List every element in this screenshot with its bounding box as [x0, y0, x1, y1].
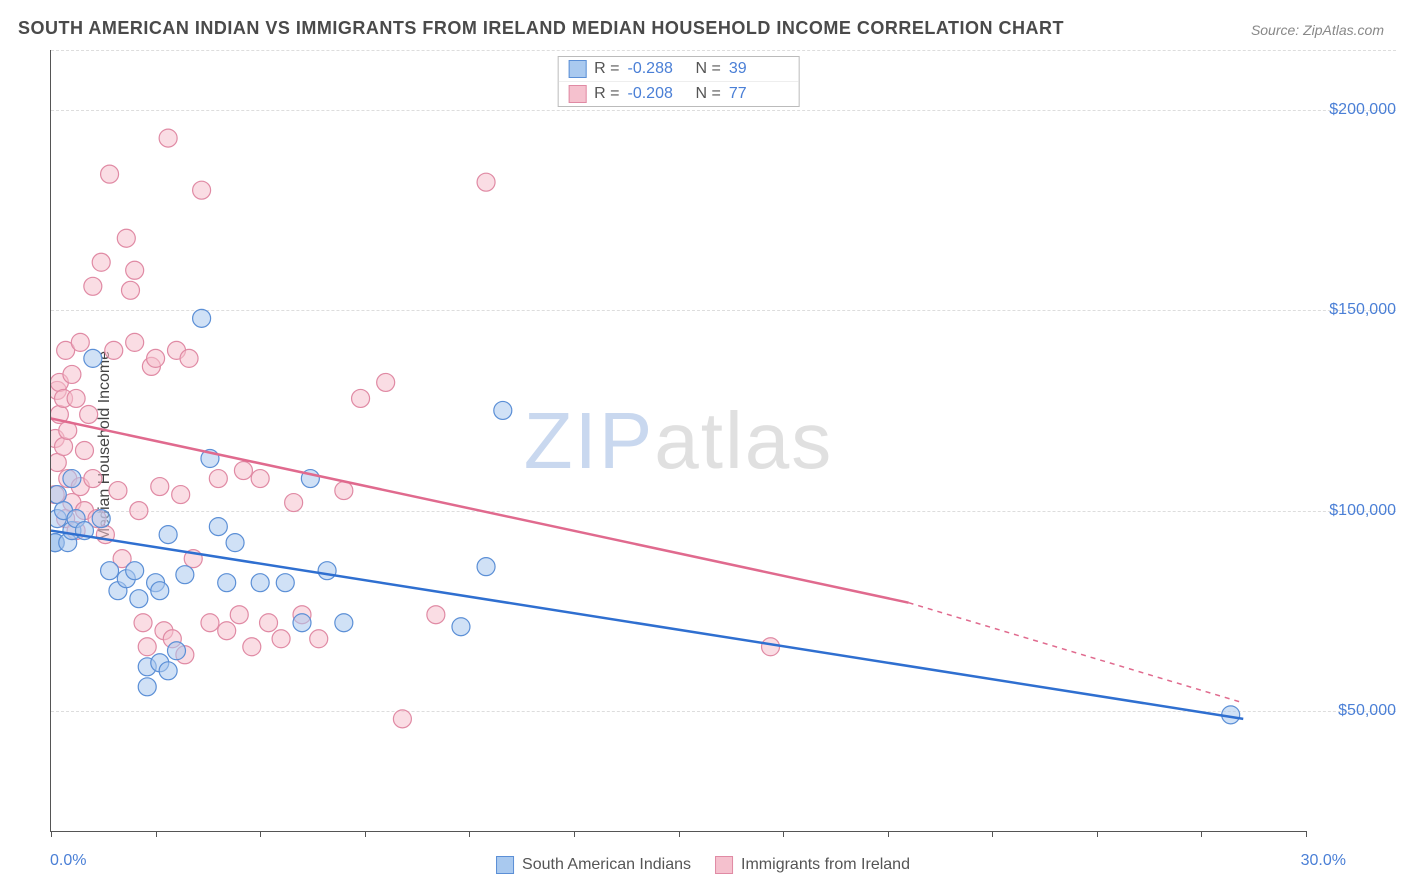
x-tick — [365, 831, 366, 837]
legend-swatch-0 — [496, 856, 514, 874]
y-tick-label: $200,000 — [1329, 101, 1396, 119]
scatter-svg — [51, 50, 1306, 831]
swatch-series-1 — [568, 85, 586, 103]
stats-row-series-1: R = -0.208 N = 77 — [558, 81, 799, 106]
stat-r-label: R = — [594, 60, 619, 78]
y-tick-label: $150,000 — [1329, 301, 1396, 319]
x-tick — [679, 831, 680, 837]
stats-legend-box: R = -0.288 N = 39 R = -0.208 N = 77 — [557, 56, 800, 107]
legend-label-0: South American Indians — [522, 856, 691, 874]
x-tick — [260, 831, 261, 837]
stat-n-value-0: 39 — [729, 60, 789, 78]
stat-n-label: N = — [696, 85, 721, 103]
legend-item-0: South American Indians — [496, 856, 691, 874]
y-tick-label: $100,000 — [1329, 502, 1396, 520]
legend-item-1: Immigrants from Ireland — [715, 856, 910, 874]
stats-row-series-0: R = -0.288 N = 39 — [558, 57, 799, 81]
chart-title: SOUTH AMERICAN INDIAN VS IMMIGRANTS FROM… — [18, 18, 1064, 39]
source-attribution: Source: ZipAtlas.com — [1251, 22, 1384, 38]
x-tick — [574, 831, 575, 837]
stat-n-value-1: 77 — [729, 85, 789, 103]
stat-r-value-1: -0.208 — [628, 85, 688, 103]
x-axis-min-label: 0.0% — [50, 852, 86, 870]
x-tick — [1097, 831, 1098, 837]
x-tick — [469, 831, 470, 837]
stat-r-label: R = — [594, 85, 619, 103]
chart-plot-area: ZIPatlas R = -0.288 N = 39 R = -0.208 N … — [50, 50, 1306, 832]
x-tick — [1306, 831, 1307, 837]
swatch-series-0 — [568, 60, 586, 78]
legend-label-1: Immigrants from Ireland — [741, 856, 910, 874]
x-tick — [992, 831, 993, 837]
stat-r-value-0: -0.288 — [628, 60, 688, 78]
x-tick — [783, 831, 784, 837]
bottom-legend: South American Indians Immigrants from I… — [496, 856, 910, 874]
stat-n-label: N = — [696, 60, 721, 78]
x-tick — [51, 831, 52, 837]
x-tick — [1201, 831, 1202, 837]
x-tick — [156, 831, 157, 837]
x-tick — [888, 831, 889, 837]
y-tick-label: $50,000 — [1338, 702, 1396, 720]
legend-swatch-1 — [715, 856, 733, 874]
x-axis-max-label: 30.0% — [1301, 852, 1346, 870]
